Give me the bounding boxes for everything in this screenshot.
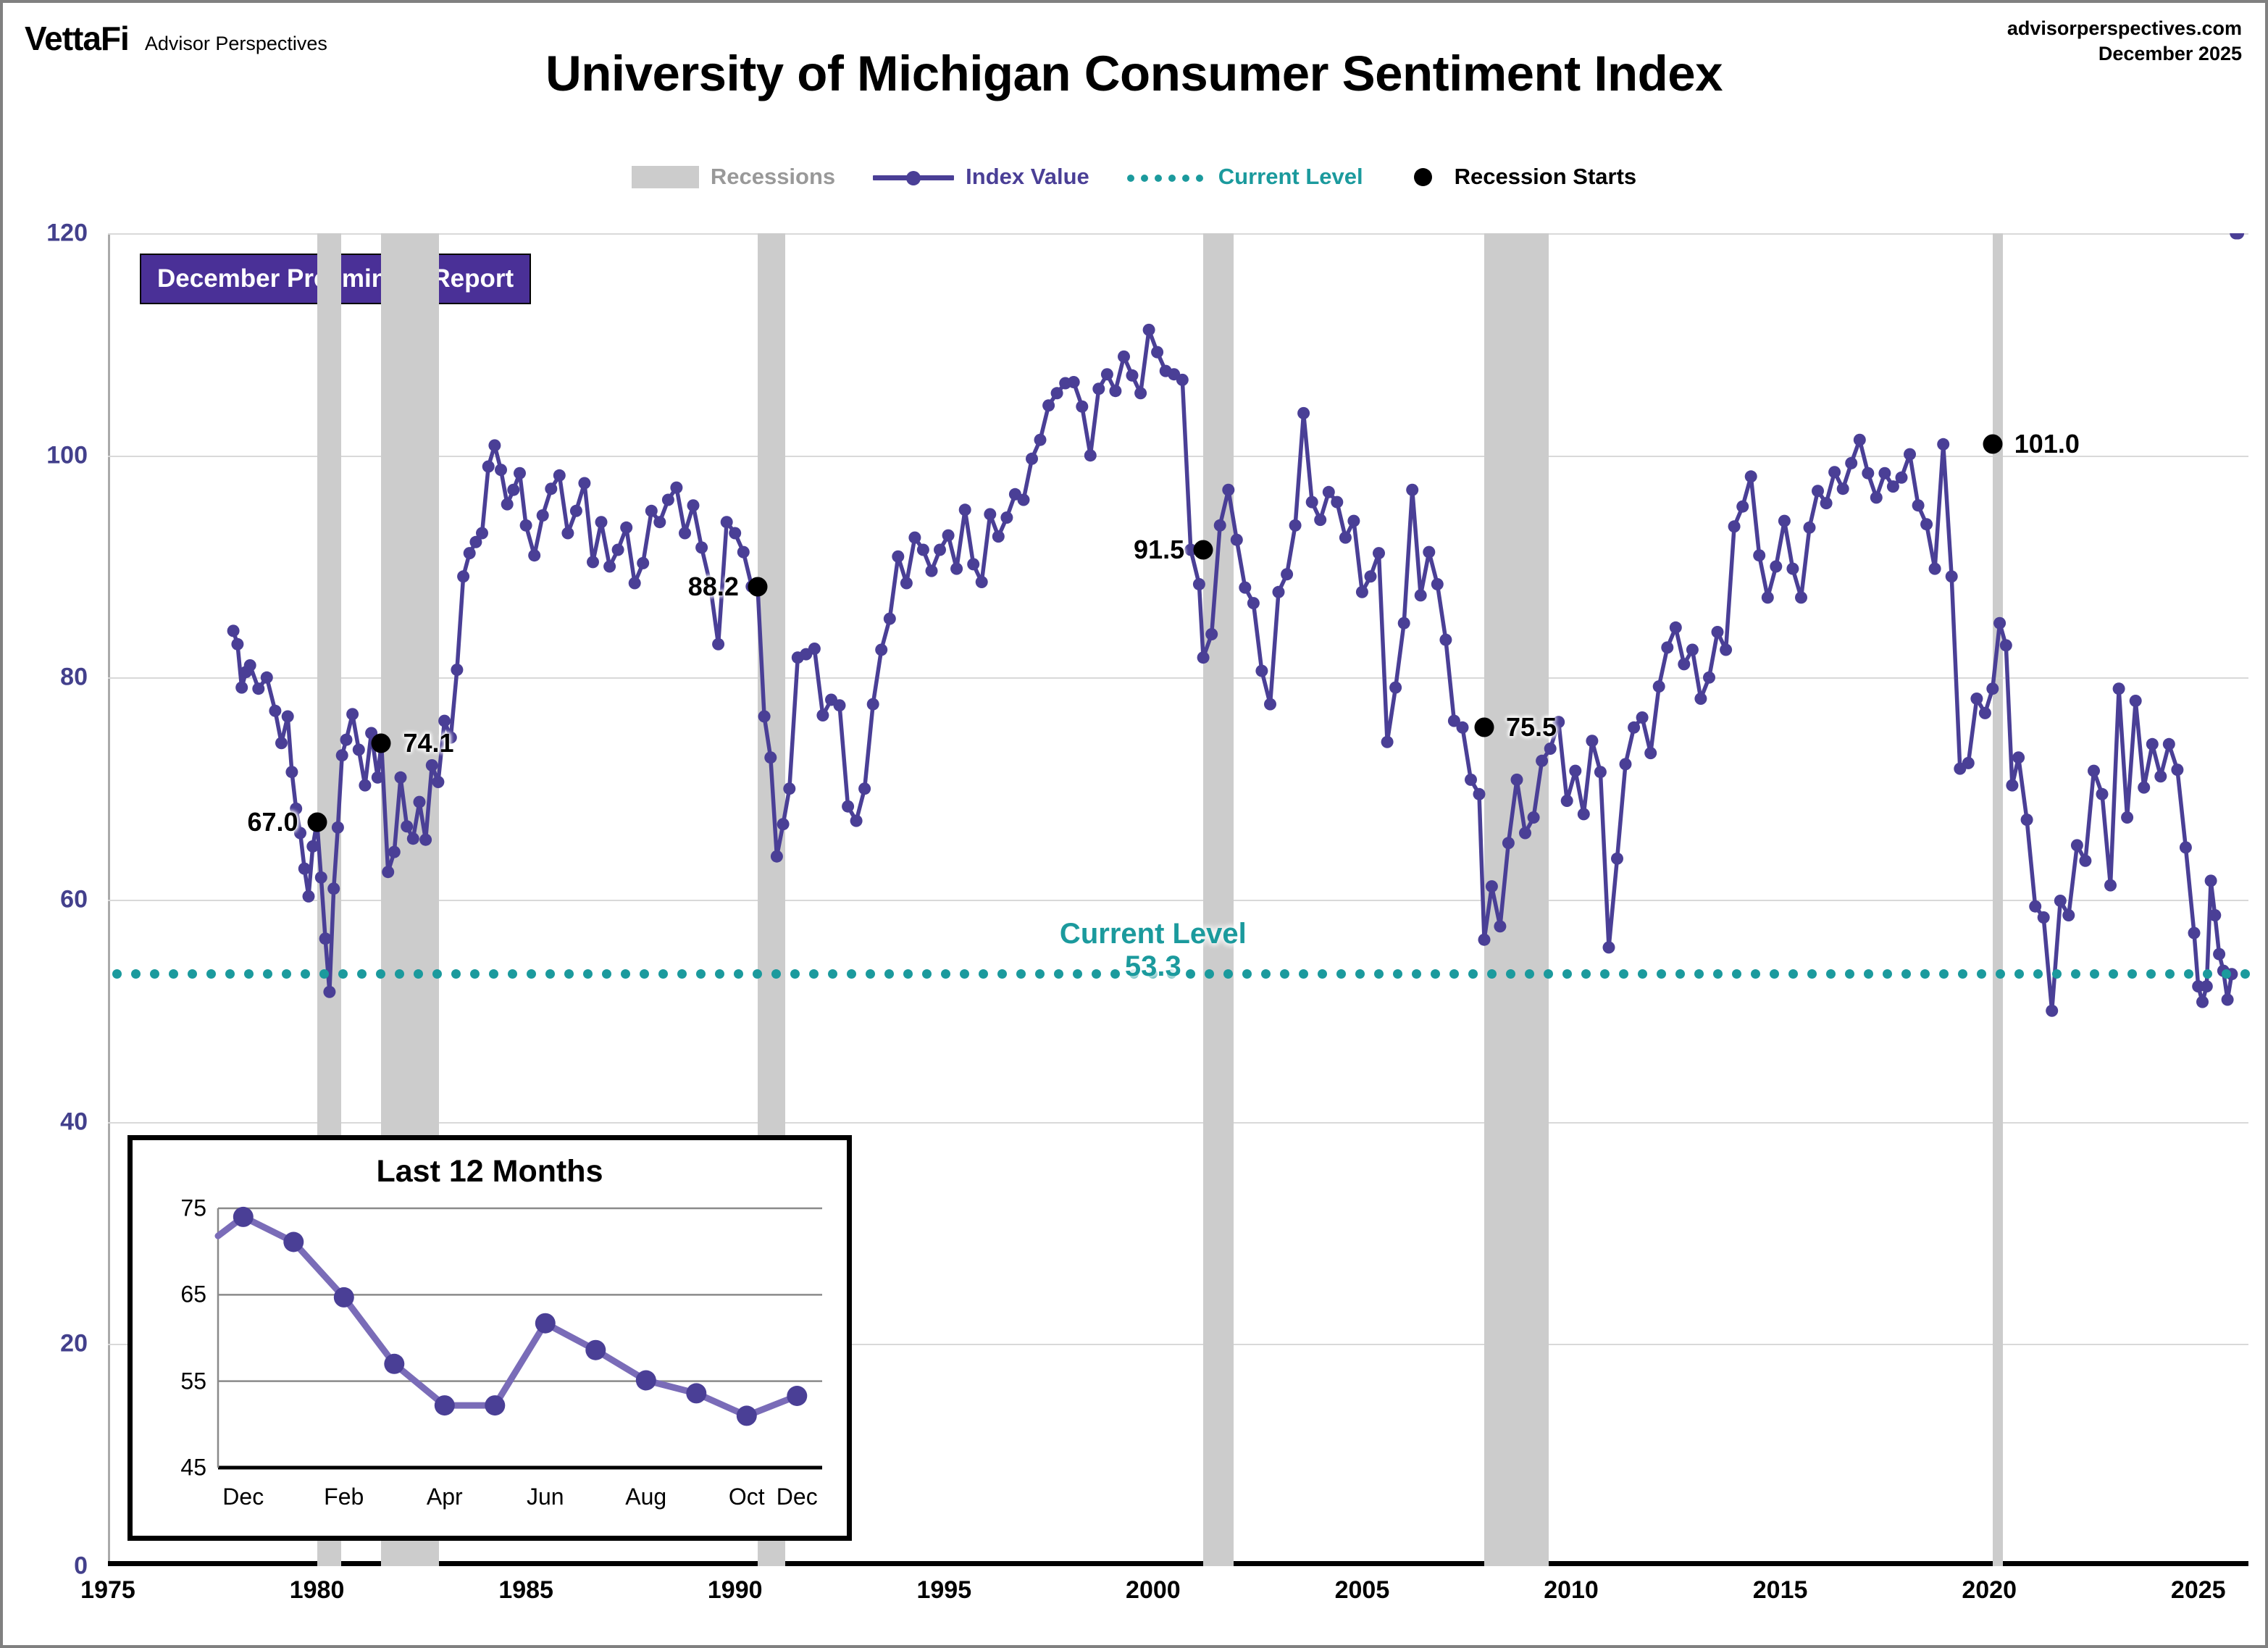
recession-start-marker [371, 733, 391, 753]
inset-x-tick: Dec [222, 1484, 264, 1510]
x-axis-tick: 2020 [1962, 1576, 2017, 1604]
dot [1195, 174, 1203, 182]
chart-legend: Recessions Index Value Current Level Rec… [3, 164, 2265, 190]
x-axis-tick: 1980 [289, 1576, 345, 1604]
current-level-annotation: Current Level 53.3 [1060, 918, 1247, 983]
page-header: VettaFi Advisor Perspectives advisorpers… [3, 3, 2265, 148]
header-meta: advisorperspectives.com December 2025 [2007, 16, 2242, 66]
inset-x-tick: Oct [728, 1484, 765, 1510]
recession-start-label: 101.0 [2014, 429, 2080, 459]
inset-x-tick: Feb [324, 1484, 364, 1510]
y-axis-tick: 80 [60, 663, 88, 691]
y-axis-tick: 20 [60, 1329, 88, 1358]
recession-start-label: 74.1 [403, 727, 454, 758]
inset-x-tick: Jun [526, 1484, 564, 1510]
x-axis-tick: 1995 [916, 1576, 972, 1604]
inset-y-tick: 65 [180, 1281, 206, 1308]
dot [1126, 174, 1134, 182]
vettafi-logo: VettaFi [25, 20, 130, 57]
site-url: advisorperspectives.com [2007, 17, 2242, 39]
gridline [108, 233, 2248, 235]
recession-start-label: 75.5 [1505, 712, 1557, 743]
inset-x-tick: Apr [426, 1484, 463, 1510]
gridline [108, 1121, 2248, 1124]
recession-start-marker [1193, 540, 1213, 560]
legend-item-recession-starts[interactable]: Recession Starts [1401, 164, 1637, 190]
current-level-label: Current Level [1059, 917, 1247, 950]
recession-start-label: 88.2 [687, 571, 739, 601]
x-axis-tick: 1975 [80, 1576, 135, 1604]
x-axis-tick: 2025 [2170, 1576, 2226, 1604]
y-axis-tick: 40 [60, 1108, 88, 1136]
y-axis-tick: 120 [46, 219, 88, 247]
dot [1140, 174, 1148, 182]
gridline [108, 900, 2248, 901]
dot [1154, 174, 1162, 182]
gridline [108, 1344, 2248, 1346]
inset-series [214, 1206, 822, 1470]
legend-item-current-level[interactable]: Current Level [1126, 164, 1363, 190]
dotted-line-swatch-icon [1126, 166, 1208, 188]
legend-label-recessions: Recessions [710, 164, 836, 189]
report-date: December 2025 [2098, 42, 2242, 64]
recession-band [1992, 233, 2004, 1566]
page-title: University of Michigan Consumer Sentimen… [545, 46, 1723, 101]
legend-label-recession-starts: Recession Starts [1454, 164, 1637, 189]
recession-start-marker [1983, 434, 2003, 454]
x-axis-tick: 2005 [1334, 1576, 1390, 1604]
inset-x-tick: Dec [776, 1484, 818, 1510]
inset-y-tick: 55 [180, 1368, 206, 1394]
inset-x-tick: Aug [625, 1484, 667, 1510]
dot [1168, 174, 1176, 182]
dot [1181, 174, 1189, 182]
recession-start-marker [748, 577, 768, 597]
legend-item-recessions[interactable]: Recessions [631, 164, 836, 190]
current-level-value: 53.3 [1124, 950, 1181, 982]
legend-item-index-value[interactable]: Index Value [873, 164, 1089, 190]
gridline [108, 455, 2248, 457]
recession-start-label: 91.5 [1134, 535, 1185, 564]
x-axis-tick: 1990 [707, 1576, 763, 1604]
recession-start-marker [1474, 717, 1494, 737]
recession-start-marker [307, 812, 327, 832]
y-axis-labels: 0 20 40 60 80 100 120 [3, 219, 101, 1580]
x-axis-labels: 1975 1980 1985 1990 1995 2000 2005 2010 2015 2020… [80, 1576, 2248, 1620]
inset-chart-last-12-months: Last 12 Months 45 55 65 75 Dec Feb Apr Jun Aug Oc… [127, 1135, 852, 1541]
gridline [108, 677, 2248, 679]
index-value-series [227, 233, 2245, 1017]
gray-band-swatch-icon [631, 165, 699, 188]
line-marker-swatch-icon [873, 166, 955, 188]
y-axis-tick: 60 [60, 885, 88, 913]
x-axis-tick: 1985 [498, 1576, 553, 1604]
advisor-perspectives-label: Advisor Perspectives [144, 33, 327, 54]
brand-block: VettaFi Advisor Perspectives [25, 19, 327, 58]
x-axis-line [108, 1561, 2248, 1566]
inset-y-tick: 45 [180, 1454, 206, 1481]
y-axis-tick: 100 [46, 441, 88, 469]
inset-y-tick: 75 [180, 1195, 206, 1221]
y-axis-tick: 0 [74, 1552, 88, 1580]
legend-label-index-value: Index Value [966, 164, 1089, 189]
inset-plot-area: 45 55 65 75 Dec Feb Apr Jun Aug Oct Dec [133, 1195, 847, 1546]
x-axis-tick: 2015 [1752, 1576, 1808, 1604]
x-axis-tick: 2010 [1544, 1576, 1599, 1604]
inset-title: Last 12 Months [376, 1154, 603, 1189]
black-dot-swatch-icon [1401, 166, 1444, 188]
x-axis-tick: 2000 [1126, 1576, 1181, 1604]
recession-start-label: 67.0 [247, 806, 298, 837]
recession-band [1203, 233, 1234, 1566]
legend-label-current-level: Current Level [1218, 164, 1363, 189]
